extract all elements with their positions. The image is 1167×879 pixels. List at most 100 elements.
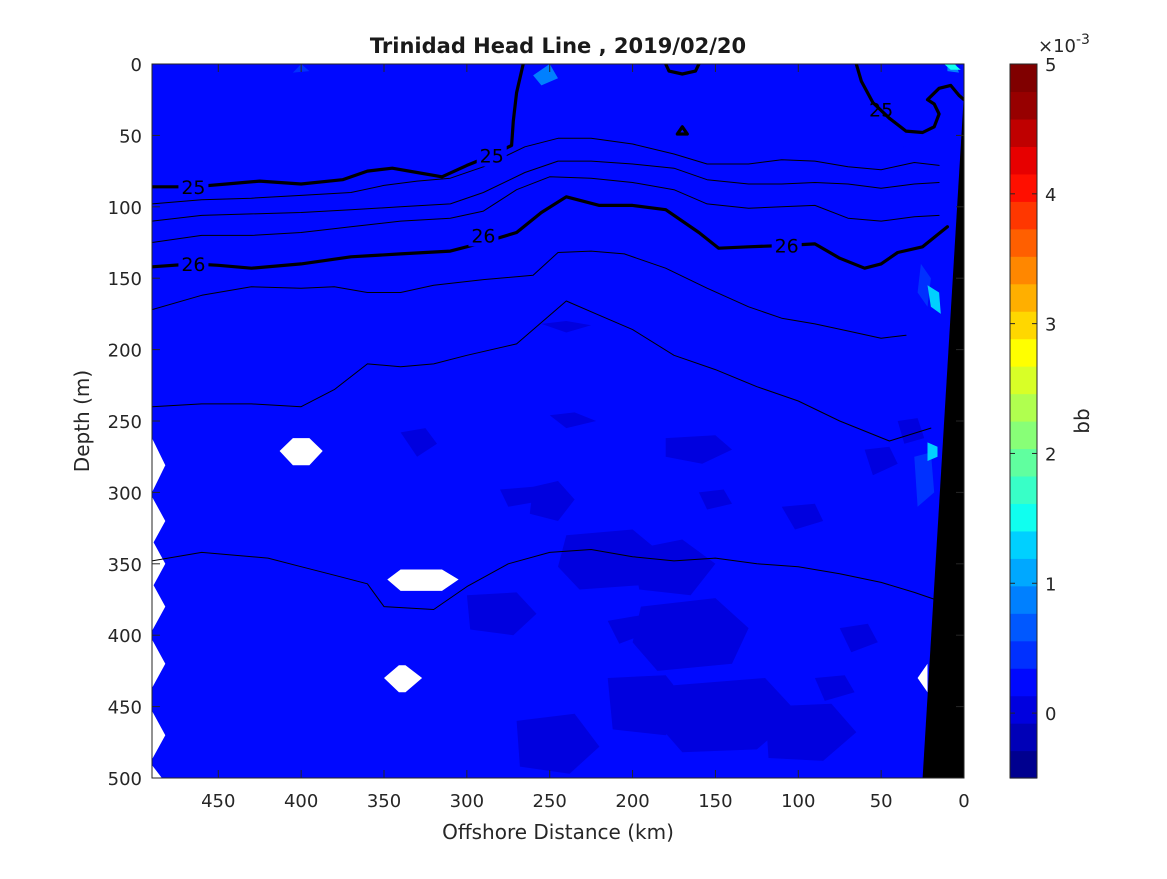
y-tick-label: 50 bbox=[119, 126, 142, 147]
colorbar-swatch bbox=[1010, 750, 1037, 779]
colorbar-swatch bbox=[1010, 228, 1037, 257]
x-tick-label: 200 bbox=[615, 791, 649, 812]
field-patch bbox=[917, 263, 931, 307]
missing-data-region bbox=[152, 639, 166, 688]
y-tick-label: 450 bbox=[108, 698, 142, 719]
x-tick-label: 450 bbox=[201, 791, 235, 812]
chart-title: Trinidad Head Line , 2019/02/20 bbox=[370, 34, 746, 58]
x-tick-label: 0 bbox=[958, 791, 969, 812]
y-tick-label: 250 bbox=[108, 412, 142, 433]
field-patch bbox=[914, 452, 935, 507]
contour-label-mask bbox=[178, 252, 209, 275]
missing-data-region bbox=[152, 765, 162, 778]
field-patch bbox=[632, 598, 749, 671]
x-tick-label: 150 bbox=[698, 791, 732, 812]
colorbar-swatch bbox=[1010, 530, 1037, 559]
field-patch bbox=[632, 539, 716, 596]
field-patch bbox=[541, 321, 592, 333]
field-patch bbox=[927, 442, 938, 461]
field-patch bbox=[944, 64, 961, 70]
missing-data-region bbox=[384, 665, 423, 693]
colorbar-swatch bbox=[1010, 118, 1037, 147]
field-patch bbox=[400, 428, 437, 457]
missing-data-region bbox=[152, 582, 166, 631]
colorbar-swatch bbox=[1010, 421, 1037, 450]
colorbar: 0 1 2 3 4 5 bbox=[1009, 55, 1056, 779]
contour-line-bold bbox=[664, 64, 701, 76]
contour-line bbox=[152, 160, 940, 222]
contour-label: 25 bbox=[480, 145, 504, 167]
missing-data-region bbox=[152, 496, 166, 546]
contour-line-bold bbox=[675, 125, 689, 136]
contour-label: 26 bbox=[775, 235, 799, 257]
colorbar-label: bb bbox=[1070, 408, 1094, 433]
colorbar-swatch bbox=[1010, 558, 1037, 587]
colorbar-tick-label: 0 bbox=[1045, 704, 1056, 725]
contour-label-mask bbox=[476, 144, 507, 167]
x-tick-label: 250 bbox=[533, 791, 567, 812]
contour-label-mask bbox=[468, 224, 499, 247]
field-patch bbox=[657, 678, 799, 753]
contour-label-mask bbox=[771, 234, 802, 257]
field-patch bbox=[500, 486, 542, 507]
field-patch bbox=[549, 412, 597, 429]
colorbar-swatch bbox=[1010, 283, 1037, 312]
colorbar-exponent-base: ×10 bbox=[1038, 36, 1076, 57]
colorbar-swatch bbox=[1010, 723, 1037, 752]
contour-label: 26 bbox=[181, 254, 205, 276]
y-tick-label: 400 bbox=[108, 626, 142, 647]
field-patch bbox=[927, 285, 941, 314]
field-patch bbox=[533, 64, 558, 86]
colorbar-tick-label: 3 bbox=[1045, 315, 1056, 336]
x-axis-label: Offshore Distance (km) bbox=[442, 820, 674, 844]
colorbar-swatch bbox=[1010, 311, 1037, 340]
colorbar-swatch bbox=[1010, 585, 1037, 614]
contour-line bbox=[152, 176, 940, 243]
field-patch bbox=[765, 703, 857, 761]
missing-data-region bbox=[152, 710, 166, 760]
y-axis: 0 50 100 150 200 250 300 350 400 450 500 bbox=[108, 55, 964, 790]
missing-data-region bbox=[917, 663, 928, 693]
y-tick-label: 100 bbox=[108, 198, 142, 219]
contour-line-bold bbox=[854, 64, 964, 135]
colorbar-swatch bbox=[1010, 640, 1037, 669]
field-patch bbox=[897, 418, 925, 444]
colorbar-swatch bbox=[1010, 201, 1037, 230]
x-tick-label: 50 bbox=[870, 791, 893, 812]
y-tick-label: 150 bbox=[108, 269, 142, 290]
x-tick-label: 100 bbox=[781, 791, 815, 812]
field-patch bbox=[839, 623, 878, 653]
colorbar-exponent-power: -3 bbox=[1076, 32, 1090, 48]
x-axis: 450 400 350 300 250 200 150 100 50 0 bbox=[201, 64, 970, 812]
colorbar-swatch bbox=[1010, 146, 1037, 175]
contour-line-bold bbox=[152, 64, 525, 189]
colorbar-swatch bbox=[1010, 448, 1037, 477]
field-patch bbox=[665, 435, 732, 464]
field-patch bbox=[864, 446, 898, 476]
colorbar-swatch bbox=[1010, 668, 1037, 697]
colorbar-swatch bbox=[1010, 613, 1037, 642]
colorbar-swatch bbox=[1010, 256, 1037, 285]
colorbar-swatch bbox=[1010, 503, 1037, 532]
contour-label: 26 bbox=[471, 225, 495, 247]
contour-line bbox=[152, 137, 940, 205]
field-patch bbox=[814, 675, 855, 701]
y-tick-label: 200 bbox=[108, 341, 142, 362]
colorbar-swatch bbox=[1010, 338, 1037, 367]
missing-data-region bbox=[152, 438, 166, 493]
contour-label-mask bbox=[178, 175, 209, 198]
bathymetry-seafloor bbox=[922, 92, 964, 778]
contour-line bbox=[152, 300, 932, 442]
field-patch bbox=[781, 503, 824, 530]
colorbar-tick-label: 4 bbox=[1045, 185, 1056, 206]
colorbar-swatch bbox=[1010, 475, 1037, 504]
colorbar-swatch bbox=[1010, 64, 1037, 93]
colorbar-swatch bbox=[1010, 366, 1037, 395]
field-patch bbox=[516, 713, 600, 774]
colorbar-exponent: ×10-3 bbox=[1038, 32, 1090, 57]
colorbar-tick-label: 2 bbox=[1045, 444, 1056, 465]
y-tick-label: 300 bbox=[108, 483, 142, 504]
